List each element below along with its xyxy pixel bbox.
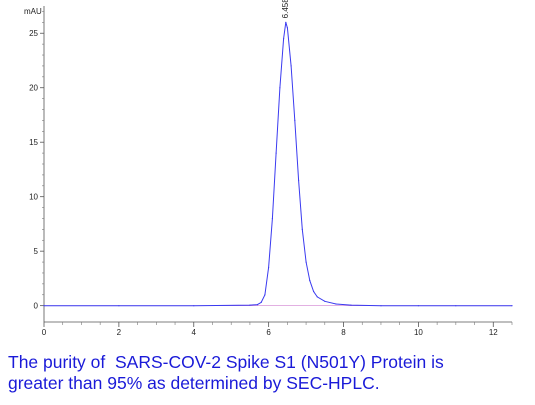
data-point [309, 280, 311, 282]
series-layer [43, 21, 513, 307]
y-tick-label: 0 [34, 302, 39, 311]
data-point [286, 27, 288, 29]
data-point [313, 290, 315, 293]
chart-caption: The purity of SARS-COV-2 Spike S1 (N501Y… [8, 352, 533, 394]
x-tick-label: 4 [192, 328, 197, 337]
y-axis: 0 5 10 15 20 25 [29, 11, 44, 311]
chromatogram-chart: 0 5 10 15 20 25 0 2 4 6 8 10 12 mAU 6.458 [24, 0, 513, 337]
data-point [268, 266, 270, 269]
x-tick-label: 8 [341, 328, 346, 337]
y-tick-label: 20 [29, 84, 38, 93]
peak-label: 6.458 [281, 0, 290, 18]
x-axis: 0 2 4 6 8 10 12 [42, 322, 513, 337]
x-tick-label: 6 [266, 328, 271, 337]
data-point [43, 305, 45, 307]
data-point [260, 301, 262, 303]
data-point [290, 65, 292, 67]
caption-line-2: greater than 95% as determined by SEC-HP… [8, 373, 380, 393]
data-point [256, 304, 258, 306]
data-point [283, 38, 285, 40]
data-point [316, 296, 318, 298]
data-point [305, 261, 307, 263]
y-tick-label: 10 [29, 193, 38, 202]
data-point [335, 303, 337, 305]
data-point [350, 304, 352, 306]
data-point [264, 294, 266, 296]
y-tick-label: 5 [34, 247, 39, 256]
plot-frame [43, 6, 512, 323]
x-tick-label: 0 [42, 328, 47, 337]
data-point [249, 304, 251, 306]
data-point [279, 87, 281, 89]
data-point [298, 179, 300, 181]
caption-line-1: The purity of SARS-COV-2 Spike S1 (N501Y… [8, 352, 444, 372]
series-line [44, 22, 512, 307]
data-point [324, 300, 326, 302]
data-point [271, 217, 273, 220]
data-point [511, 305, 513, 307]
y-tick-label: 25 [29, 29, 38, 38]
data-point [118, 305, 120, 307]
data-point [417, 305, 419, 307]
x-tick-label: 12 [489, 328, 498, 337]
y-tick-label: 15 [29, 138, 38, 147]
data-point [301, 228, 303, 230]
x-tick-label: 2 [117, 328, 122, 337]
data-point [285, 21, 287, 23]
data-point [275, 152, 277, 154]
x-tick-label: 10 [414, 328, 423, 337]
data-point [455, 305, 457, 307]
y-unit-label: mAU [24, 7, 42, 16]
data-point [380, 305, 382, 307]
data-point [294, 119, 296, 121]
data-point [193, 305, 195, 307]
